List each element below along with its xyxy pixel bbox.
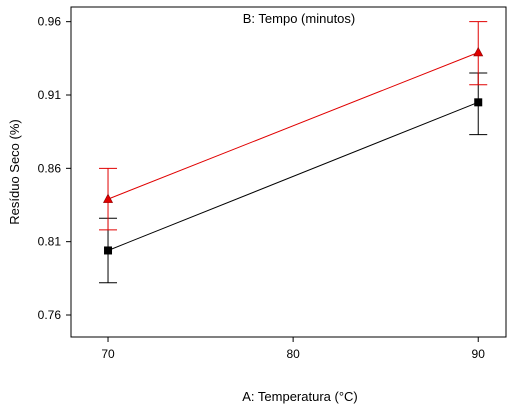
x-axis: 70 80 90 bbox=[101, 337, 485, 361]
data-point-triangle bbox=[473, 46, 484, 57]
y-tick-label: 0.76 bbox=[38, 308, 62, 322]
y-tick-label: 0.81 bbox=[38, 235, 62, 249]
series-square bbox=[99, 72, 488, 284]
x-tick-label: 90 bbox=[472, 347, 486, 361]
y-axis-title: Resíduo Seco (%) bbox=[7, 119, 22, 225]
data-point-square bbox=[474, 98, 483, 107]
chart-title: B: Tempo (minutos) bbox=[243, 11, 355, 26]
x-tick-label: 70 bbox=[101, 347, 115, 361]
series-triangle bbox=[99, 21, 488, 231]
series-line bbox=[107, 101, 479, 251]
y-tick-label: 0.96 bbox=[38, 15, 62, 29]
y-tick-label: 0.86 bbox=[38, 161, 62, 175]
y-axis: 0.76 0.81 0.86 0.91 0.96 bbox=[38, 15, 71, 322]
series-layer bbox=[99, 21, 488, 284]
x-tick-label: 80 bbox=[286, 347, 300, 361]
series-line bbox=[107, 52, 479, 200]
data-point-triangle bbox=[103, 193, 114, 203]
plot-frame bbox=[70, 6, 507, 338]
data-point-square bbox=[104, 246, 113, 255]
x-axis-title: A: Temperatura (°C) bbox=[242, 389, 358, 404]
y-tick-label: 0.91 bbox=[38, 88, 62, 102]
